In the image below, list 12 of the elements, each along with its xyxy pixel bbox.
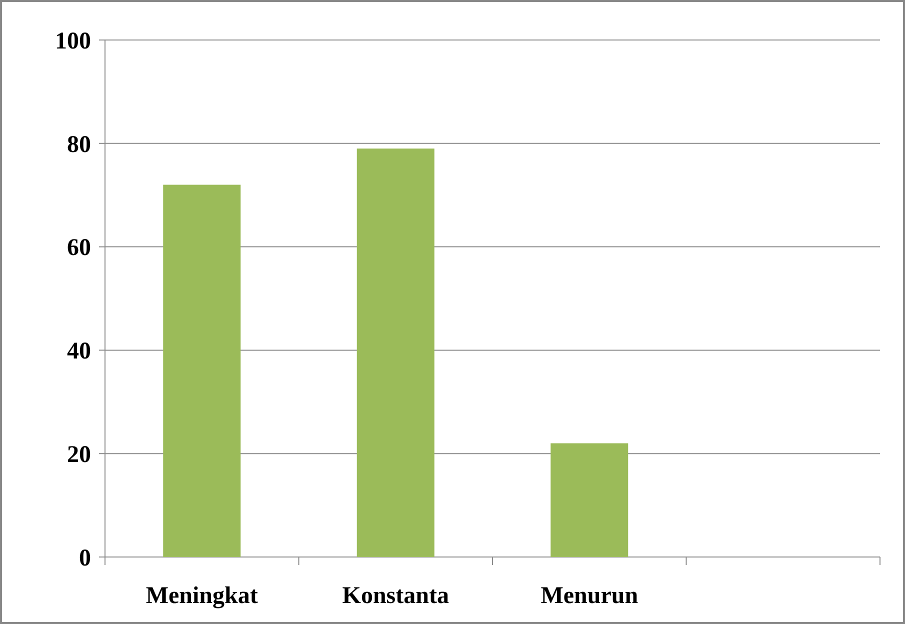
y-tick-label: 60: [67, 235, 91, 262]
x-tick-label: Meningkat: [146, 583, 258, 609]
y-tick-label: 80: [67, 132, 91, 158]
y-tick-label: 20: [67, 442, 91, 468]
x-tick-label: Menurun: [540, 583, 638, 609]
y-tick-label: 0: [79, 545, 91, 572]
x-tick-label: Konstanta: [342, 583, 449, 609]
bar: [356, 148, 434, 557]
y-tick-label: 100: [55, 28, 91, 54]
y-tick-label: 40: [67, 338, 91, 365]
bar: [550, 443, 628, 557]
bar: [163, 184, 241, 557]
